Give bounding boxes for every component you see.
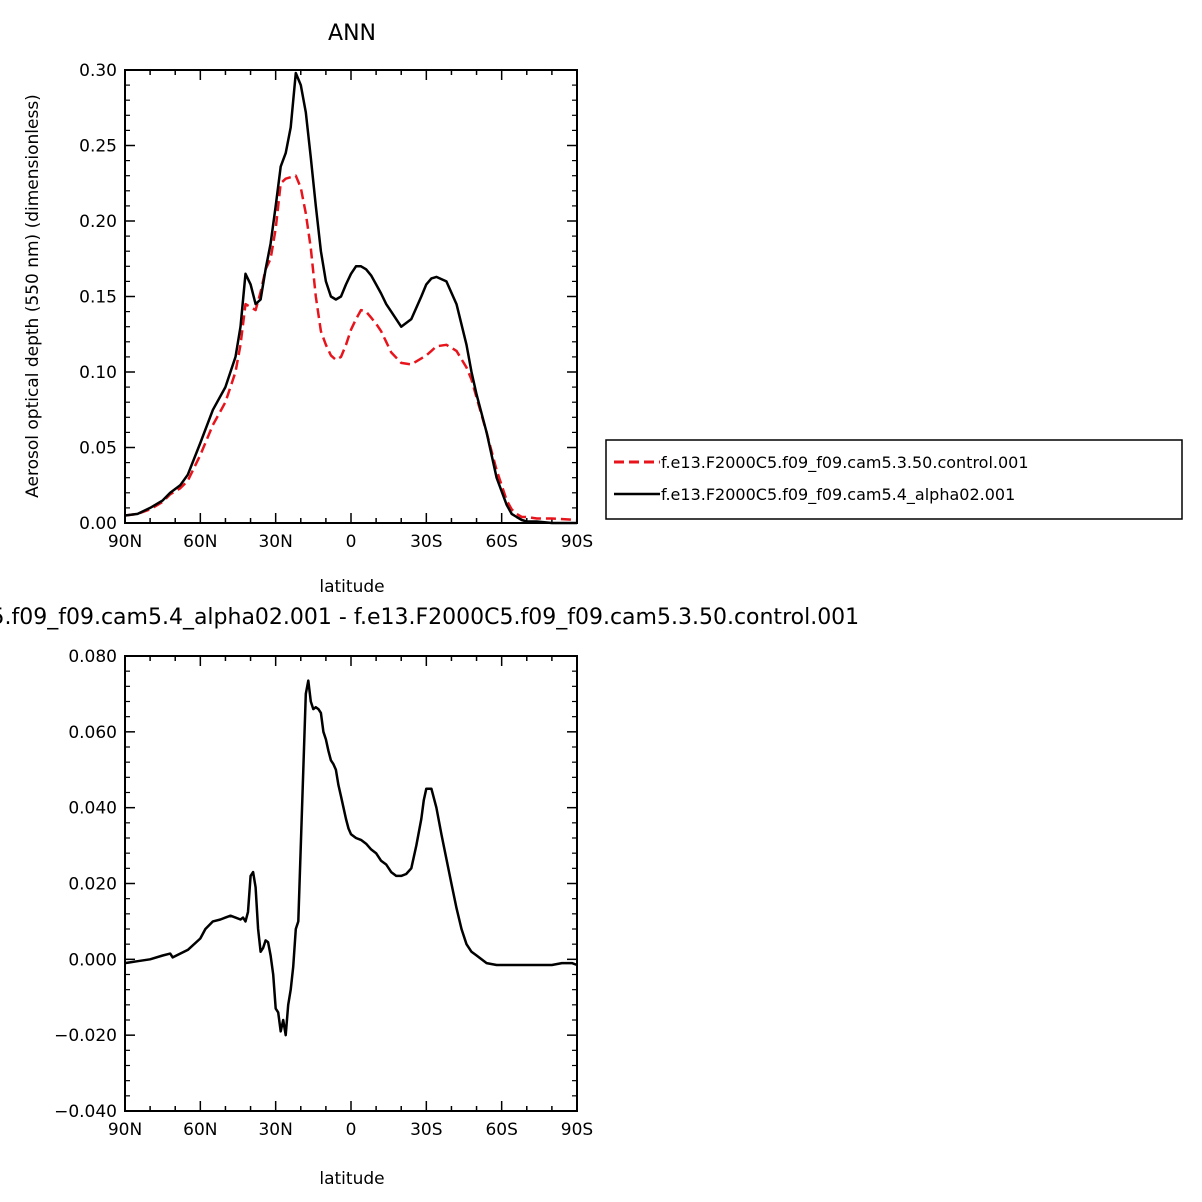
- y-tick-label: −0.040: [54, 1102, 117, 1122]
- x-tick-label: 0: [346, 1120, 357, 1140]
- y-tick-label: 0.20: [79, 212, 117, 232]
- plot-frame: [124, 655, 578, 1112]
- y-tick-label: 0.25: [79, 137, 117, 157]
- chart-title: ANN: [328, 21, 376, 46]
- legend-box: [605, 439, 1183, 520]
- x-tick-label: 60S: [485, 1120, 517, 1140]
- x-tick-labels: 90N 60N 30N 0 30S 60S 90S: [108, 1120, 593, 1140]
- legend: f.e13.F2000C5.f09_f09.cam5.3.50.control.…: [605, 439, 1183, 520]
- y-tick-label: 0.30: [79, 61, 117, 81]
- difference-chart-title: f.e13.F2000C5.f09_f09.cam5.4_alpha02.001…: [0, 605, 859, 630]
- x-tick-label: 60S: [485, 532, 517, 552]
- series-line-1: [124, 71, 577, 525]
- y-tick-label: 0.10: [79, 363, 117, 383]
- plot-frame: [124, 69, 578, 524]
- x-tick-label: 90S: [561, 1120, 593, 1140]
- y-tick-labels: 0.00 0.05 0.10 0.15 0.20 0.25 0.30: [79, 61, 117, 534]
- series-lines: [124, 679, 578, 1037]
- y-tick-label: 0.05: [79, 439, 117, 459]
- x-tick-label: 0: [346, 532, 357, 552]
- aod-chart: ANN Aerosol optical depth (550 nm) (dime…: [23, 21, 593, 597]
- x-tick-label: 90N: [108, 1120, 142, 1140]
- tick-marks: [124, 655, 578, 1112]
- x-tick-label: 90N: [108, 532, 142, 552]
- x-tick-label: 30N: [258, 532, 292, 552]
- legend-label-alpha02: f.e13.F2000C5.f09_f09.cam5.4_alpha02.001: [661, 485, 1015, 505]
- x-axis-label: latitude: [319, 577, 384, 597]
- y-tick-label: 0.15: [79, 288, 117, 308]
- series-line-0: [124, 679, 578, 1037]
- y-tick-label: 0.00: [79, 514, 117, 534]
- x-tick-label: 30N: [258, 1120, 292, 1140]
- difference-chart: f.e13.F2000C5.f09_f09.cam5.4_alpha02.001…: [0, 605, 859, 1189]
- y-tick-labels: −0.040 −0.020 0.000 0.020 0.040 0.060 0.080: [54, 647, 117, 1122]
- y-tick-label: 0.080: [68, 647, 117, 667]
- x-axis-label: latitude: [319, 1169, 384, 1189]
- tick-marks: [124, 69, 578, 524]
- y-tick-label: 0.020: [68, 875, 117, 895]
- x-tick-label: 30S: [410, 1120, 442, 1140]
- series-line-0: [124, 174, 578, 522]
- y-tick-label: 0.040: [68, 799, 117, 819]
- y-axis-label: Aerosol optical depth (550 nm) (dimensio…: [23, 94, 43, 498]
- series-lines: [124, 71, 578, 525]
- y-tick-label: −0.020: [54, 1026, 117, 1046]
- x-tick-labels: 90N 60N 30N 0 30S 60S 90S: [108, 532, 593, 552]
- x-tick-label: 90S: [561, 532, 593, 552]
- legend-label-control: f.e13.F2000C5.f09_f09.cam5.3.50.control.…: [661, 453, 1029, 473]
- x-tick-label: 30S: [410, 532, 442, 552]
- x-tick-label: 60N: [183, 1120, 217, 1140]
- y-tick-label: 0.000: [68, 950, 117, 970]
- x-tick-label: 60N: [183, 532, 217, 552]
- y-tick-label: 0.060: [68, 723, 117, 743]
